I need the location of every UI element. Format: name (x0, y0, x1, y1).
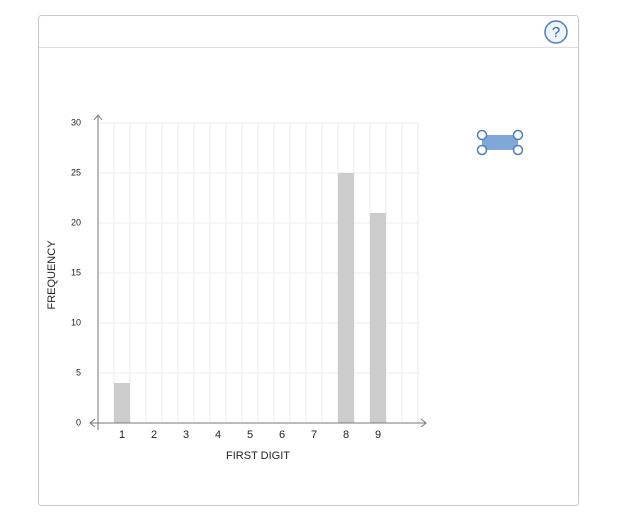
y-tick-label: 30 (71, 117, 81, 127)
y-tick-label: 20 (71, 217, 81, 227)
x-tick-label: 1 (119, 429, 125, 441)
x-tick-label: 4 (215, 429, 221, 441)
x-tick-label: 8 (343, 429, 349, 441)
bar (114, 383, 130, 423)
y-tick-label: 10 (71, 317, 81, 327)
x-tick-label: 5 (247, 429, 253, 441)
tool-handle[interactable] (512, 144, 524, 156)
x-axis-arrow (89, 418, 96, 428)
plot: 0 5 10 15 20 25 30 1 2 3 4 5 6 7 8 9 (71, 117, 418, 441)
tool-handle[interactable] (476, 129, 488, 141)
x-tick-label: 6 (279, 429, 285, 441)
bar (338, 173, 354, 423)
x-tick-label: 2 (151, 429, 157, 441)
y-tick-label: 25 (71, 167, 81, 177)
tool-handle[interactable] (476, 144, 488, 156)
y-tick-label: 0 (76, 417, 81, 427)
panel (38, 15, 579, 506)
x-tick-label: 9 (375, 429, 381, 441)
y-axis-label: FREQUENCY (46, 240, 58, 310)
tool-rect[interactable] (482, 135, 518, 150)
help-button[interactable] (544, 20, 568, 44)
y-axis-arrow (93, 114, 103, 121)
x-axis-label: FIRST DIGIT (226, 450, 290, 462)
x-axis-arrow (420, 418, 427, 428)
bar (370, 213, 386, 423)
y-tick-label: 15 (71, 267, 81, 277)
y-tick-label: 5 (76, 367, 81, 377)
tool-handle[interactable] (512, 129, 524, 141)
x-tick-label: 7 (311, 429, 317, 441)
graph-tool-icon[interactable] (476, 129, 524, 156)
help-icon[interactable]: ? (552, 24, 560, 41)
x-tick-label: 3 (183, 429, 189, 441)
